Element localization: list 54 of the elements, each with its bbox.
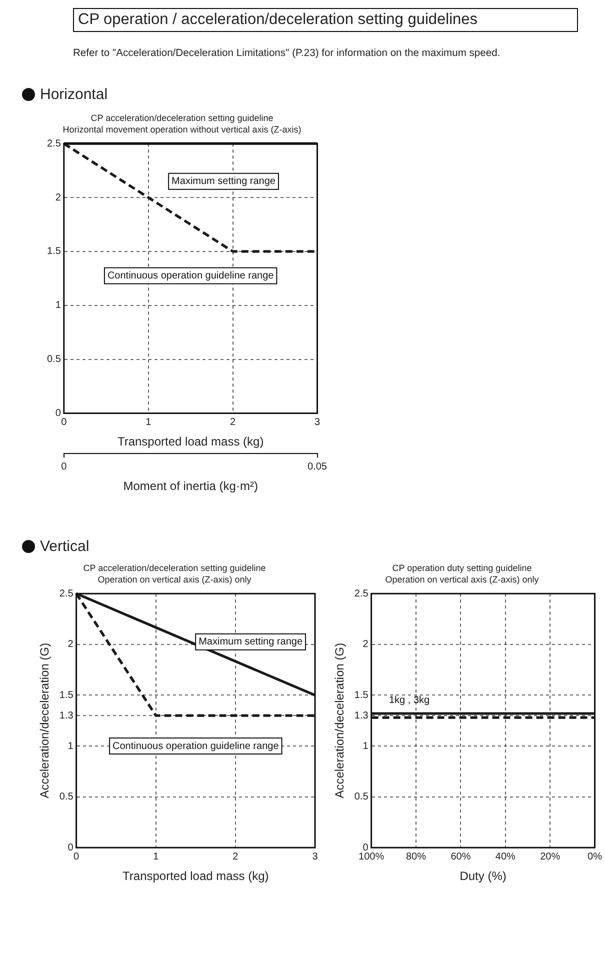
text: Refer to "Acceleration/Deceleration Limitations" (P.23) for information on the maximum speed. <box>73 48 502 59</box>
x-axis-title: Transported load mass (kg) <box>117 434 264 449</box>
y-tick-label: 0 <box>68 842 74 854</box>
y-tick-label: 2.5 <box>59 588 74 600</box>
text: Vertical <box>40 538 90 555</box>
chart-subtitle: Horizontal movement operation without vertical axis (Z-axis) <box>62 124 302 135</box>
y-tick-label: 1 <box>55 300 62 312</box>
y-axis-title: Acceleration/deceleration (G) <box>332 642 347 798</box>
annotation: 1kg , 3kg <box>388 695 430 706</box>
x-tick-label: 1 <box>146 416 152 428</box>
chart-title: CP operation duty setting guideline <box>392 562 532 573</box>
x-tick-label: 100% <box>358 851 384 862</box>
text: CP operation / acceleration/deceleration setting guidelines <box>73 8 578 32</box>
x-tick-label: 20% <box>540 851 560 862</box>
chart-title: CP acceleration/deceleration setting guideline <box>90 112 274 123</box>
x2-tick-label: 0.05 <box>308 461 328 472</box>
y-tick-label: 0 <box>362 842 369 854</box>
x-axis-title: Transported load mass (kg) <box>122 869 269 884</box>
x-tick-label: 40% <box>495 851 516 862</box>
x-tick-label: 2 <box>230 416 236 428</box>
annotation: Continuous operation guideline range <box>107 270 274 282</box>
x2-axis-title: Moment of inertia (kg·m²) <box>123 479 258 494</box>
annotation: Continuous operation guideline range <box>112 740 280 752</box>
annotation: Maximum setting range <box>172 176 276 188</box>
y-tick-label: 2.5 <box>354 588 369 600</box>
y-tick-label: 1.3 <box>59 710 74 722</box>
y-tick-label: 1 <box>362 740 369 752</box>
text: Horizontal <box>40 86 108 103</box>
x-tick-label: 60% <box>450 851 471 862</box>
y-tick-label: 0.5 <box>59 792 74 803</box>
y-tick-label: 2.5 <box>46 138 62 150</box>
y-tick-label: 2 <box>362 639 369 650</box>
x-tick-label: 3 <box>314 416 320 428</box>
chart-subtitle: Operation on vertical axis (Z-axis) only <box>385 574 540 585</box>
y-tick-label: 1.5 <box>46 246 62 258</box>
x-tick-label: 1 <box>153 851 160 862</box>
y-tick-label: 2 <box>68 639 74 650</box>
y-tick-label: 2 <box>55 192 62 204</box>
x-tick-label: 2 <box>232 851 239 862</box>
y-tick-label: 1.3 <box>354 710 369 722</box>
x-axis-title: Duty (%) <box>460 869 506 884</box>
x-tick-label: 0% <box>588 851 602 862</box>
y-tick-label: 1.5 <box>59 690 74 701</box>
y-axis-title: Acceleration/deceleration (G) <box>38 642 52 798</box>
y-tick-label: 1.5 <box>354 690 369 701</box>
annotation: Maximum setting range <box>198 636 303 648</box>
x-tick-label: 3 <box>312 851 318 862</box>
chart-subtitle: Operation on vertical axis (Z-axis) only <box>98 574 252 585</box>
x-tick-label: 80% <box>406 851 426 862</box>
y-tick-label: 1 <box>68 740 74 752</box>
y-tick-label: 0.5 <box>46 354 62 366</box>
chart-title: CP acceleration/deceleration setting guideline <box>83 562 266 573</box>
y-tick-label: 0 <box>55 408 62 419</box>
y-tick-label: 0.5 <box>354 792 369 803</box>
